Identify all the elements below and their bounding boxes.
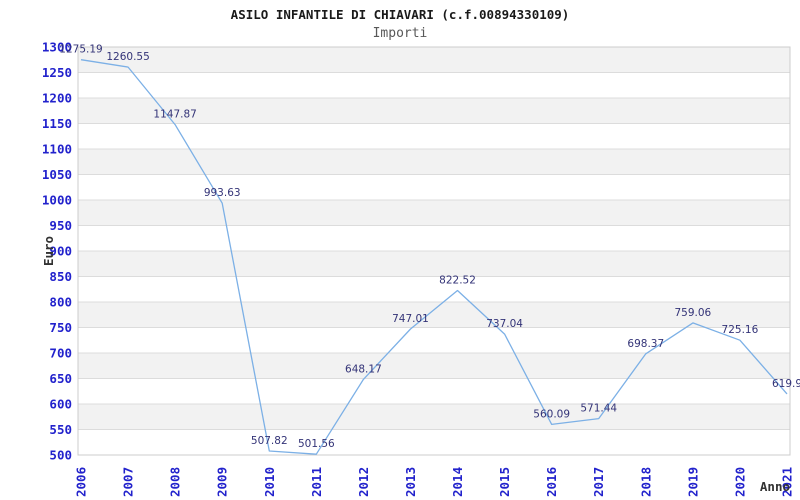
x-tick-label: 2018 <box>638 467 653 497</box>
y-tick-label: 650 <box>49 371 72 386</box>
x-tick-label: 2021 <box>780 467 795 497</box>
chart-subtitle: Importi <box>372 26 428 41</box>
value-label: 501.56 <box>298 438 335 450</box>
value-label: 822.52 <box>439 275 476 287</box>
x-tick-label: 2017 <box>591 467 606 497</box>
x-axis-title: Anno <box>760 479 790 494</box>
y-tick-label: 950 <box>49 218 72 233</box>
value-label: 619.9 <box>772 378 800 390</box>
plot-band <box>78 200 790 226</box>
x-tick-label: 2020 <box>732 467 747 497</box>
value-label: 648.17 <box>345 363 382 375</box>
value-label: 993.63 <box>204 187 241 199</box>
y-tick-label: 500 <box>49 448 72 463</box>
x-tick-label: 2016 <box>544 467 559 497</box>
y-tick-label: 600 <box>49 397 72 412</box>
x-tick-label: 2015 <box>497 467 512 497</box>
plot-band <box>78 251 790 277</box>
y-tick-label: 1200 <box>42 91 72 106</box>
x-tick-label: 2006 <box>74 467 89 497</box>
x-tick-label: 2013 <box>403 467 418 497</box>
y-tick-label: 1050 <box>42 167 72 182</box>
value-label: 759.06 <box>674 307 711 319</box>
plot-border <box>77 46 791 456</box>
plot-band <box>78 98 790 124</box>
value-label: 737.04 <box>486 318 523 330</box>
plot-band <box>78 353 790 379</box>
x-tick-label: 2009 <box>215 467 230 497</box>
y-tick-label: 1250 <box>42 65 72 80</box>
value-label: 507.82 <box>251 435 288 447</box>
value-label: 747.01 <box>392 313 429 325</box>
plot-band <box>78 225 790 251</box>
y-tick-label: 550 <box>49 422 72 437</box>
y-tick-label: 900 <box>49 244 72 259</box>
value-label: 1260.55 <box>106 51 149 63</box>
x-tick-label: 2011 <box>309 467 324 497</box>
plot-band <box>78 47 790 73</box>
plot-band <box>78 174 790 200</box>
chart-title: ASILO INFANTILE DI CHIAVARI (c.f.0089433… <box>230 7 570 22</box>
x-tick-label: 2007 <box>121 467 136 497</box>
plot-band <box>78 429 790 455</box>
x-tick-label: 2019 <box>685 467 700 497</box>
x-tick-label: 2012 <box>356 467 371 497</box>
value-label: 560.09 <box>533 408 570 420</box>
series-line <box>80 59 788 455</box>
plot-band <box>78 404 790 430</box>
value-label: 725.16 <box>722 324 759 336</box>
y-tick-label: 1000 <box>42 193 72 208</box>
y-tick-label: 800 <box>49 295 72 310</box>
x-tick-label: 2010 <box>262 467 277 497</box>
x-tick-label: 2014 <box>450 467 465 497</box>
y-tick-label: 700 <box>49 346 72 361</box>
plot-band <box>78 327 790 353</box>
value-label: 698.37 <box>627 338 664 350</box>
plot-band <box>78 72 790 98</box>
value-label: 1147.87 <box>153 109 196 121</box>
plot-band <box>78 302 790 328</box>
y-axis-title: Euro <box>41 236 56 266</box>
value-label: 1275.19 <box>59 44 102 56</box>
plot-band <box>78 378 790 404</box>
y-tick-label: 1300 <box>42 40 72 55</box>
y-tick-label: 1150 <box>42 116 72 131</box>
y-tick-label: 850 <box>49 269 72 284</box>
y-tick-label: 1100 <box>42 142 72 157</box>
x-tick-label: 2008 <box>168 467 183 497</box>
y-tick-label: 750 <box>49 320 72 335</box>
plot-band <box>78 149 790 175</box>
plot-band <box>78 276 790 302</box>
plot-band <box>78 123 790 149</box>
value-label: 571.44 <box>580 403 617 415</box>
